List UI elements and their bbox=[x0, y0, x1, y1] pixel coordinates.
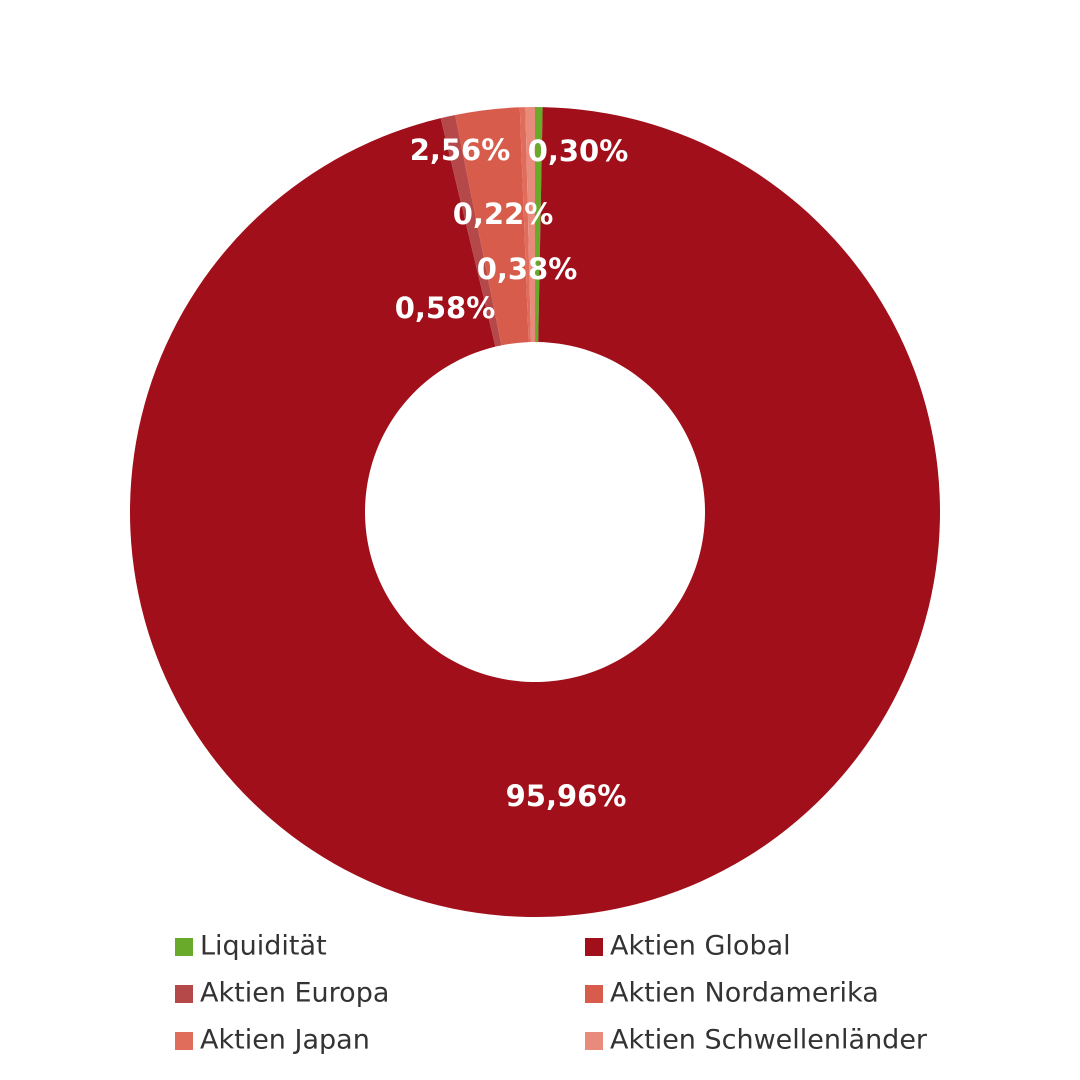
legend-label: Aktien Europa bbox=[200, 978, 389, 1009]
value-label: 0,30% bbox=[528, 134, 629, 168]
slice bbox=[455, 107, 529, 346]
legend-swatch bbox=[585, 938, 603, 956]
slice bbox=[440, 114, 502, 347]
value-label: 2,56% bbox=[410, 133, 511, 167]
slice bbox=[519, 107, 531, 343]
legend-label: Aktien Japan bbox=[200, 1025, 370, 1056]
legend-label: Aktien Schwellenländer bbox=[610, 1025, 928, 1056]
slice bbox=[130, 107, 941, 917]
legend-label: Aktien Nordamerika bbox=[610, 978, 879, 1009]
value-label: 0,38% bbox=[477, 252, 578, 286]
legend-label: Liquidität bbox=[200, 931, 327, 962]
legend-label: Aktien Global bbox=[610, 931, 791, 962]
value-label: 0,58% bbox=[395, 291, 496, 325]
value-label: 95,96% bbox=[506, 779, 627, 813]
legend-swatch bbox=[175, 1032, 193, 1050]
slice bbox=[535, 107, 543, 343]
legend-swatch bbox=[585, 985, 603, 1003]
legend-swatch bbox=[175, 938, 193, 956]
value-label: 0,22% bbox=[453, 197, 554, 231]
legend-swatch bbox=[585, 1032, 603, 1050]
slice bbox=[525, 107, 535, 343]
legend-swatch bbox=[175, 985, 193, 1003]
